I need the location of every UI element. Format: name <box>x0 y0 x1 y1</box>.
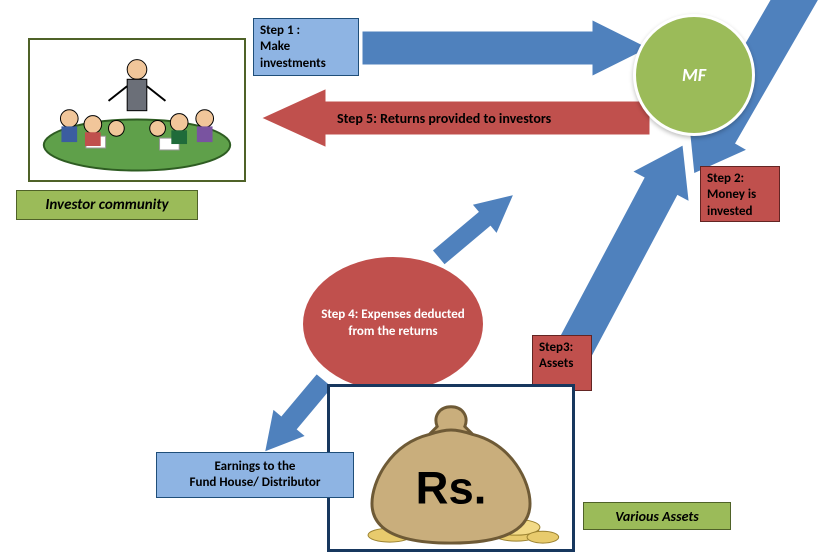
assets-label: Various Assets <box>583 502 731 530</box>
arrow-step4-up <box>430 170 550 270</box>
arrow-step1 <box>361 18 651 78</box>
step2-line2: Money is <box>707 187 756 202</box>
mf-circle: MF <box>633 14 755 136</box>
step4-text: Step 4: Expenses deducted from the retur… <box>321 307 465 341</box>
step4-circle: Step 4: Expenses deducted from the retur… <box>303 257 483 391</box>
assets-picture: Rs. <box>327 384 575 552</box>
step3-line2: Assets <box>539 356 573 371</box>
svg-text:Rs.: Rs. <box>416 463 487 514</box>
step2-box: Step 2: Money is invested <box>700 166 780 222</box>
step3-box: Step3: Assets <box>532 335 592 391</box>
step2-line1: Step 2: <box>707 171 744 186</box>
investor-picture <box>28 38 246 182</box>
step2-line3: invested <box>707 204 752 219</box>
step1-line1: Step 1 : <box>260 23 300 38</box>
earnings-box: Earnings to the Fund House/ Distributor <box>156 452 354 498</box>
step1-box: Step 1 : Make investments <box>253 18 359 76</box>
step1-line2: Make <box>260 39 290 54</box>
step1-line3: investments <box>260 56 326 71</box>
investor-label: Investor community <box>16 190 198 220</box>
step3-line1: Step3: <box>539 340 573 355</box>
